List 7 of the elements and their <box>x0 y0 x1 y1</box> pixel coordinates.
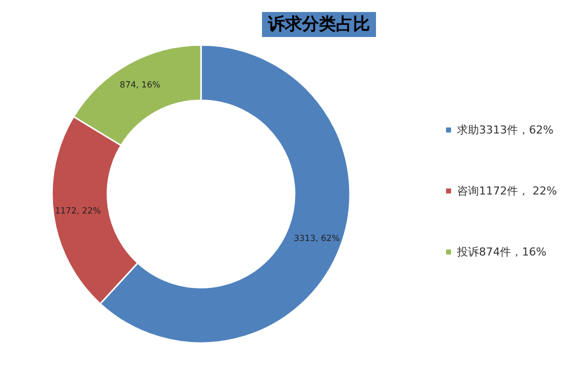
legend-label: 求助3313件，62% <box>457 124 554 136</box>
legend-label: 咨询1172件， 22% <box>457 184 558 198</box>
data-label: 3313, 62% <box>294 234 340 244</box>
data-label: 874, 16% <box>120 80 160 91</box>
legend-label: 投诉874件，16% <box>456 246 547 258</box>
data-label: 1172, 22% <box>54 206 101 216</box>
chart-title: 诉求分类占比 <box>267 14 370 34</box>
